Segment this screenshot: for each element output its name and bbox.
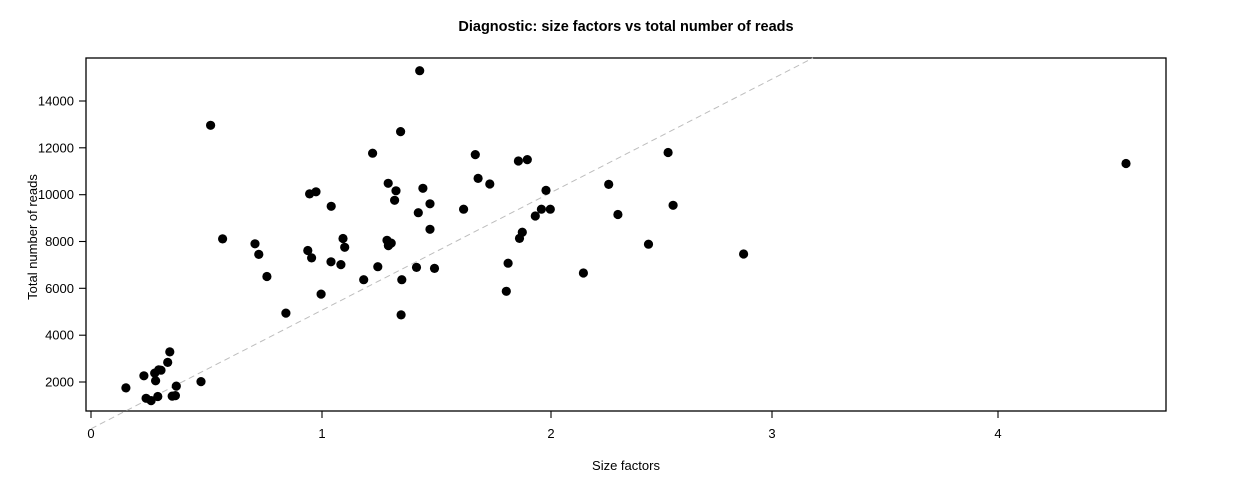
- svg-text:8000: 8000: [45, 234, 74, 249]
- svg-text:2: 2: [547, 426, 554, 441]
- svg-text:6000: 6000: [45, 281, 74, 296]
- svg-text:14000: 14000: [38, 94, 74, 109]
- svg-text:4: 4: [994, 426, 1001, 441]
- svg-text:2000: 2000: [45, 375, 74, 390]
- svg-text:4000: 4000: [45, 328, 74, 343]
- svg-text:3: 3: [768, 426, 775, 441]
- svg-text:1: 1: [318, 426, 325, 441]
- svg-text:0: 0: [87, 426, 94, 441]
- svg-text:12000: 12000: [38, 140, 74, 155]
- svg-text:10000: 10000: [38, 187, 74, 202]
